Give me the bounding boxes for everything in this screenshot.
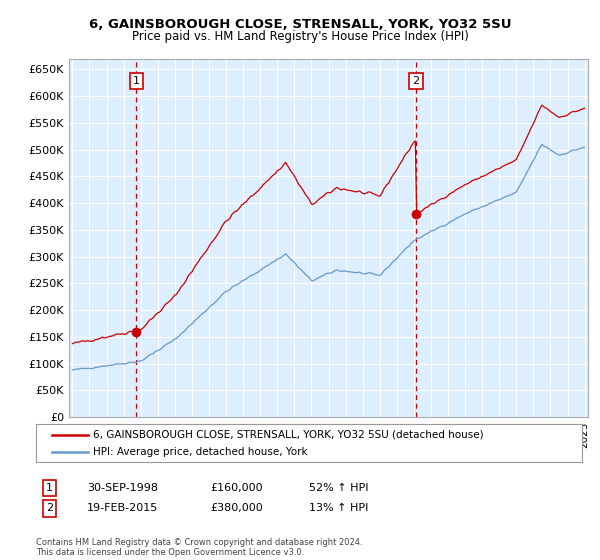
- Text: 2: 2: [46, 503, 53, 514]
- Text: 6, GAINSBOROUGH CLOSE, STRENSALL, YORK, YO32 5SU (detached house): 6, GAINSBOROUGH CLOSE, STRENSALL, YORK, …: [92, 430, 483, 440]
- Text: 30-SEP-1998: 30-SEP-1998: [87, 483, 158, 493]
- Text: £160,000: £160,000: [210, 483, 263, 493]
- Text: Contains HM Land Registry data © Crown copyright and database right 2024.
This d: Contains HM Land Registry data © Crown c…: [36, 538, 362, 557]
- Text: 1: 1: [133, 76, 140, 86]
- Text: 13% ↑ HPI: 13% ↑ HPI: [309, 503, 368, 514]
- Text: 2: 2: [412, 76, 419, 86]
- Text: 1: 1: [46, 483, 53, 493]
- Text: 19-FEB-2015: 19-FEB-2015: [87, 503, 158, 514]
- Text: 52% ↑ HPI: 52% ↑ HPI: [309, 483, 368, 493]
- Text: 6, GAINSBOROUGH CLOSE, STRENSALL, YORK, YO32 5SU: 6, GAINSBOROUGH CLOSE, STRENSALL, YORK, …: [89, 18, 511, 31]
- Text: Price paid vs. HM Land Registry's House Price Index (HPI): Price paid vs. HM Land Registry's House …: [131, 30, 469, 43]
- Text: £380,000: £380,000: [210, 503, 263, 514]
- Text: HPI: Average price, detached house, York: HPI: Average price, detached house, York: [92, 447, 307, 458]
